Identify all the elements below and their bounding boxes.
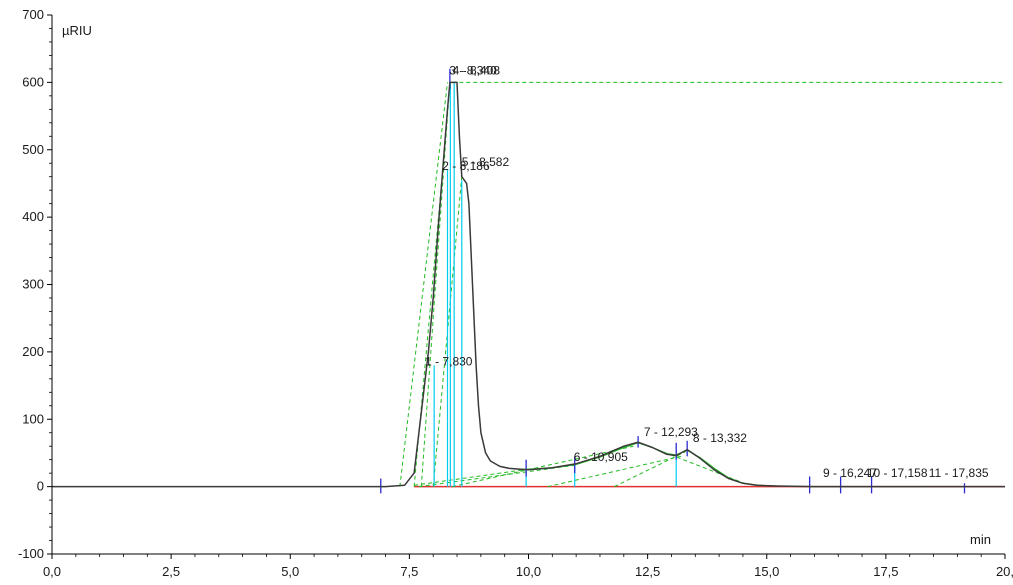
peak-label: 8 - 13,332	[693, 431, 747, 445]
fit-tangent-line	[418, 464, 577, 488]
series-layer	[52, 81, 1005, 488]
y-tick-label: 400	[22, 209, 44, 224]
x-tick-label: 2,5	[162, 564, 180, 579]
fit-tangent-line	[452, 445, 634, 488]
peak-label: 7 - 12,293	[644, 425, 698, 439]
y-tick-label: 300	[22, 277, 44, 292]
x-tick-label: 12,5	[635, 564, 660, 579]
peak-markers	[380, 68, 966, 494]
y-tick-label: 700	[22, 7, 44, 22]
fit-tangent-line	[420, 82, 451, 487]
x-tick-label: 20,	[996, 564, 1013, 579]
y-tick-label: 600	[22, 74, 44, 89]
peak-label: 4 - 8,408	[453, 63, 501, 77]
x-axis-unit-label: min	[970, 532, 991, 547]
fit-tangent-line	[399, 82, 448, 487]
x-tick-label: 0,0	[43, 564, 61, 579]
x-tick-label: 7,5	[400, 564, 418, 579]
x-tick-label: 10,0	[516, 564, 541, 579]
y-tick-label: 200	[22, 344, 44, 359]
peak-label: 9 - 16,247	[823, 466, 877, 480]
peak-label: 6 - 10,905	[574, 450, 628, 464]
peak-label: 2 - 8,186	[442, 159, 490, 173]
fit-tangent-line	[414, 469, 524, 486]
peak-label: 3 - 8,340	[449, 63, 497, 77]
fit-tangent-line	[547, 455, 682, 488]
axes: -100 0 100 200 300 400 500 600 700 0,0 2,5 5,0 7,5 10…	[18, 7, 1013, 579]
x-tick-label: 15,0	[754, 564, 779, 579]
y-axis-unit-label: µRIU	[62, 23, 92, 38]
peak-label: 10 - 17,158	[867, 466, 928, 480]
y-tick-label: 0	[37, 479, 44, 494]
signal-trace	[52, 81, 1005, 488]
y-tick-label: -100	[18, 546, 44, 561]
x-tick-label: 17,5	[873, 564, 898, 579]
y-tick-label: 100	[22, 411, 44, 426]
peak-label: 1 - 7,830	[425, 354, 473, 368]
peak-label: 5 - 8,582	[462, 155, 510, 169]
peak-label: 11 - 17,835	[929, 466, 989, 480]
y-tick-label: 500	[22, 142, 44, 157]
x-tick-label: 5,0	[281, 564, 299, 579]
